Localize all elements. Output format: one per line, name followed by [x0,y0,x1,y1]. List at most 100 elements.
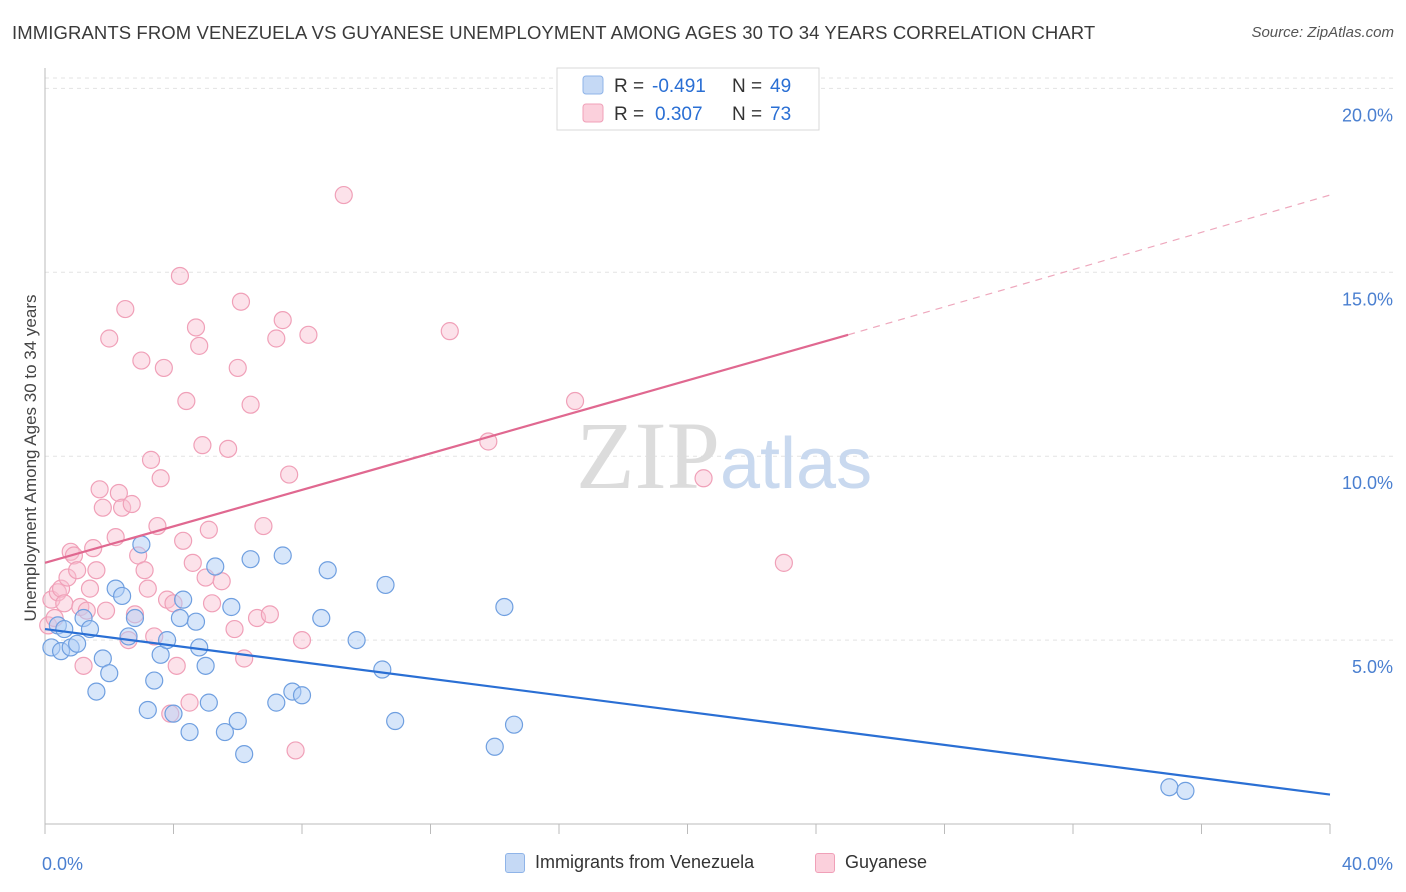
stats-r-label: R = [614,104,644,125]
guyanese-point [267,329,286,348]
guyanese-point [93,498,112,517]
venezuela-point [199,693,218,712]
guyanese-point [55,594,74,613]
trend-lines [44,194,1331,796]
legend-label-guyanese: Guyanese [845,852,928,872]
watermark-atlas: atlas [720,424,872,504]
venezuela-point [386,711,405,731]
guyanese-trend-line [44,333,849,564]
guyanese-point [219,439,238,458]
venezuela-points [42,535,1195,800]
venezuela-point [125,608,145,628]
venezuela-point [196,656,215,675]
guyanese-point [74,656,93,675]
y-tick-label: 10.0% [1342,473,1393,493]
legend-item-venezuela[interactable]: Immigrants from Venezuela [505,852,754,873]
guyanese-point [87,561,106,580]
venezuela-trend-line [44,627,1331,796]
guyanese-point [109,483,128,503]
venezuela-point [68,634,87,653]
stats-r-value: -0.491 [652,76,706,97]
legend-swatch-venezuela [505,852,525,873]
guyanese-point [241,395,260,414]
venezuela-point [138,700,157,720]
guyanese-point [199,520,218,539]
venezuela-point [273,546,292,565]
y-tick-label: 5.0% [1352,657,1393,677]
venezuela-point [347,630,366,650]
legend-label-venezuela: Immigrants from Venezuela [535,852,755,872]
venezuela-point [1176,781,1195,800]
guyanese-point [80,579,100,598]
venezuela-point [504,715,524,734]
venezuela-point [267,693,286,712]
venezuela-point [318,561,337,580]
stats-n-value: 73 [770,104,791,125]
guyanese-point [154,358,173,378]
guyanese-point [116,299,135,319]
guyanese-point [334,185,353,205]
guyanese-point [440,322,459,341]
guyanese-point [132,351,151,370]
venezuela-point [55,619,74,639]
venezuela-point [235,745,254,764]
guyanese-point [68,561,87,580]
venezuela-point [119,627,138,646]
guyanese-point [167,656,186,675]
x-tick-label: 40.0% [1342,854,1393,874]
stats-r-value: 0.307 [655,104,703,125]
venezuela-point [145,671,164,690]
guyanese-point [228,358,247,378]
legend-item-guyanese[interactable]: Guyanese [815,852,927,873]
venezuela-point [228,711,247,731]
legend-swatch-guyanese [815,852,835,873]
stats-n-label: N = [732,104,762,125]
guyanese-point [122,494,141,514]
guyanese-point [100,329,119,348]
venezuela-point [373,660,392,679]
chart-title: IMMIGRANTS FROM VENEZUELA VS GUYANESE UN… [12,22,1096,43]
guyanese-point [694,469,713,488]
guyanese-point [186,318,206,337]
tick-labels: 5.0% 10.0% 15.0% 20.0% 0.0% 40.0% [42,105,1393,874]
guyanese-trend-extension [847,194,1331,336]
stats-swatch-venezuela [582,75,604,95]
guyanese-points [39,185,793,760]
guyanese-point [286,741,305,760]
venezuela-point [312,608,331,628]
guyanese-point [51,579,71,598]
y-tick-label: 15.0% [1342,289,1393,309]
stats-r-label: R = [614,76,644,97]
venezuela-point [164,704,183,723]
venezuela-point [292,686,312,705]
venezuela-point [186,612,206,631]
guyanese-point [90,480,109,499]
source-credit: Source: ZipAtlas.com [1251,24,1394,41]
guyanese-point [254,516,273,536]
guyanese-point [135,561,154,580]
guyanese-point [180,693,199,712]
venezuela-point [132,535,151,554]
watermark-zip: ZIP [576,402,720,509]
guyanese-point [235,649,254,668]
guyanese-point [260,605,279,624]
guyanese-point [299,325,318,344]
guyanese-point [202,594,222,613]
y-axis-label: Unemployment Among Ages 30 to 34 years [21,295,40,622]
guyanese-point [292,630,312,650]
guyanese-point [193,436,212,455]
venezuela-point [241,550,260,569]
guyanese-point [151,469,170,488]
stats-swatch-guyanese [582,103,604,123]
guyanese-point [174,531,193,550]
axes [44,68,1331,834]
guyanese-point [225,619,244,639]
stats-box: R = -0.491 N = 49 R = 0.307 N = 73 [556,67,820,131]
venezuela-point [180,722,199,742]
guyanese-point [112,498,132,517]
venezuela-point [222,597,241,617]
venezuela-point [206,557,225,576]
guyanese-point [58,568,77,587]
guyanese-point [231,292,251,311]
guyanese-point [170,266,190,286]
